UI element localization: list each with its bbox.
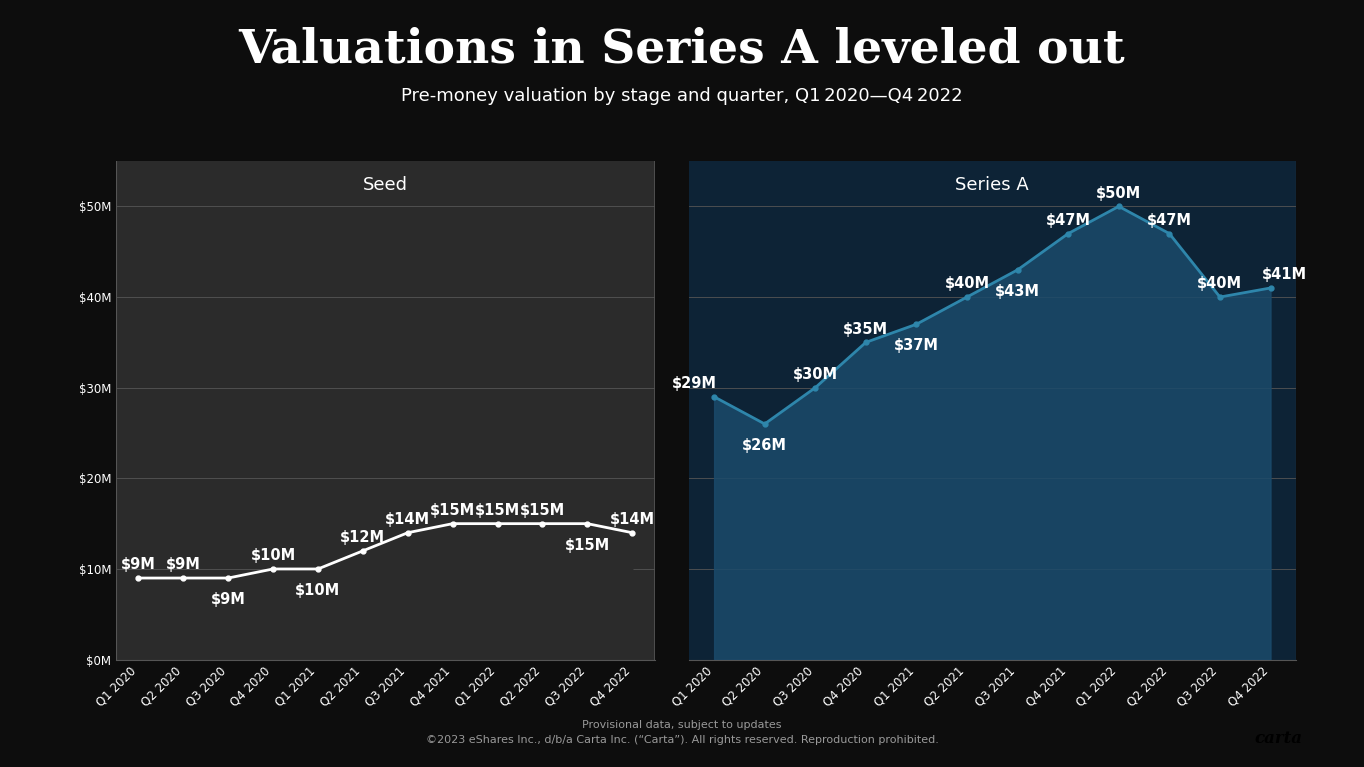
Text: $40M: $40M [1198,276,1243,291]
Text: $10M: $10M [251,548,296,564]
Text: $26M: $26M [742,438,787,453]
Text: $41M: $41M [1262,268,1307,282]
Text: Series A: Series A [955,176,1030,194]
Text: $9M: $9M [211,592,246,607]
Text: $12M: $12M [341,530,386,545]
Text: $15M: $15M [475,503,520,518]
Text: $37M: $37M [893,338,938,353]
Text: Valuations in Series A leveled out: Valuations in Series A leveled out [239,27,1125,73]
Text: $9M: $9M [121,558,155,572]
Text: $15M: $15M [430,503,475,518]
Text: $14M: $14M [385,512,430,527]
Text: $9M: $9M [166,558,201,572]
Text: carta: carta [1255,729,1303,747]
Text: $50M: $50M [1097,186,1142,201]
Text: $15M: $15M [520,503,565,518]
Text: Pre-money valuation by stage and quarter, Q1 2020—Q4 2022: Pre-money valuation by stage and quarter… [401,87,963,105]
Text: $29M: $29M [672,376,717,391]
Text: $14M: $14M [610,512,655,527]
Text: $47M: $47M [1147,213,1192,228]
Text: $40M: $40M [944,276,989,291]
Text: $10M: $10M [296,583,341,597]
Text: $43M: $43M [996,284,1041,298]
Text: $30M: $30M [792,367,837,382]
Text: Provisional data, subject to updates
©2023 eShares Inc., d/b/a Carta Inc. (“Cart: Provisional data, subject to updates ©20… [426,719,938,746]
Text: $47M: $47M [1046,213,1091,228]
Text: Seed: Seed [363,176,408,194]
Text: $15M: $15M [565,538,610,552]
Text: $35M: $35M [843,322,888,337]
